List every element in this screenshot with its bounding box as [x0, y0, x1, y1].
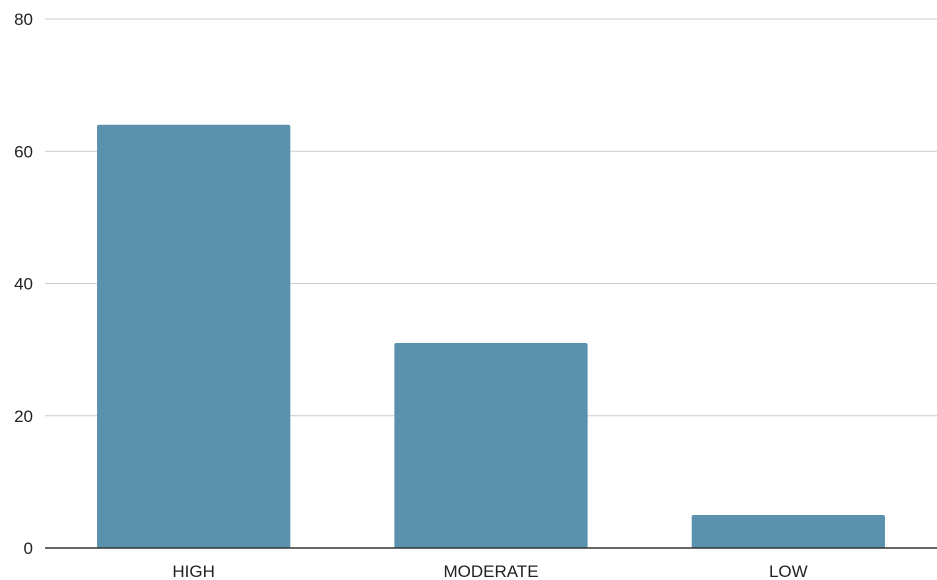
x-category-label-low: LOW	[769, 562, 808, 580]
x-category-label-moderate: MODERATE	[443, 562, 538, 580]
bar-low	[691, 514, 885, 548]
y-tick-label: 0	[24, 539, 33, 558]
y-tick-label: 80	[14, 10, 33, 29]
bar-high	[97, 124, 291, 549]
y-tick-label: 60	[14, 142, 33, 161]
bar-moderate	[394, 343, 588, 548]
x-category-label-high: HIGH	[172, 562, 215, 580]
y-tick-label: 20	[14, 407, 33, 426]
x-axis-category-labels: HIGH MODERATE LOW	[172, 562, 807, 580]
bars	[97, 124, 885, 549]
y-axis-tick-labels: 0 20 40 60 80	[14, 10, 33, 558]
y-tick-label: 40	[14, 275, 33, 294]
